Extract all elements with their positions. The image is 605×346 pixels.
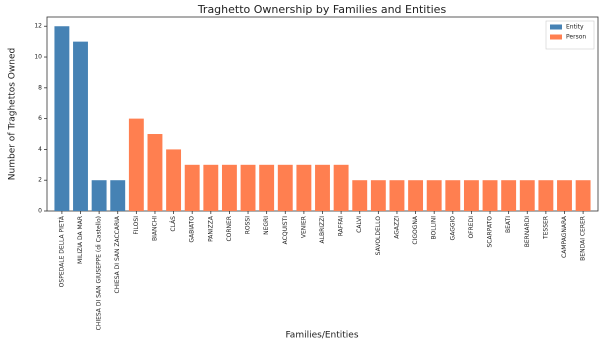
bar	[389, 180, 405, 211]
x-tick-label: ALBRIZZI	[319, 216, 326, 244]
x-tick-label: FILOSI	[133, 216, 140, 235]
bar	[519, 180, 535, 211]
x-tick-label: CIGOGNA	[412, 215, 419, 244]
x-tick-label: CALVI	[356, 216, 363, 233]
x-tick-label: MILIZIA DA MAR	[77, 216, 84, 264]
x-tick-label: GABIATO	[189, 216, 196, 243]
bar	[352, 180, 368, 211]
bar	[408, 180, 424, 211]
bar	[426, 180, 442, 211]
bar	[73, 41, 88, 212]
bar	[259, 164, 275, 211]
legend-label: Entity	[566, 24, 584, 31]
y-tick-label: 0	[38, 208, 42, 215]
bar	[482, 180, 498, 211]
y-tick-label: 6	[38, 115, 42, 122]
y-tick-label: 10	[34, 54, 42, 61]
x-tick-label: TESSER	[542, 216, 549, 240]
bar	[557, 180, 572, 211]
x-tick-label: ROSSI	[245, 216, 252, 235]
x-tick-label: CAMPAGNARA	[561, 215, 568, 258]
bar	[501, 180, 517, 211]
bar	[575, 180, 591, 211]
bar	[333, 164, 349, 211]
bar	[315, 164, 330, 211]
x-tick-label: AGAZZI	[393, 216, 400, 239]
bar	[463, 180, 479, 211]
bar	[147, 134, 163, 211]
bar	[184, 164, 200, 211]
x-tick-label: ACQUISTI	[282, 216, 289, 245]
bar	[166, 149, 182, 211]
x-tick-label: BIANCHI	[151, 216, 158, 241]
bar	[240, 164, 256, 211]
bar	[445, 180, 461, 211]
bar	[91, 180, 107, 211]
bar	[203, 164, 219, 211]
x-tick-label: BEATI	[505, 216, 512, 233]
x-tick-label: RAFFAI	[338, 216, 345, 236]
x-tick-label: OFREDI	[468, 216, 475, 239]
bar	[128, 118, 144, 211]
x-tick-label: OSPEDALE DELLA PIETÀ	[58, 215, 65, 287]
y-tick-label: 12	[34, 23, 42, 30]
bar	[277, 164, 293, 211]
x-tick-label: CLÁS	[170, 216, 177, 232]
x-tick-label: BOLLINI	[431, 216, 438, 240]
x-tick-label: GAGGIO	[449, 216, 456, 241]
x-tick-label: CHIESA DI SAN ZACCARIA	[114, 215, 121, 293]
x-tick-label: SCARPATO	[487, 216, 494, 248]
bar	[110, 180, 126, 211]
bar	[54, 26, 70, 211]
x-tick-label: BERNARDI	[524, 216, 531, 247]
legend-label: Person	[566, 34, 586, 41]
x-tick-label: CHIESA DI SAN GIUSEPPE (di Castello)	[96, 216, 103, 330]
x-tick-label: VENIER	[300, 216, 307, 238]
x-tick-label: CORNER	[226, 216, 233, 242]
bar	[538, 180, 554, 211]
x-tick-label: NEGRI	[263, 216, 270, 235]
y-tick-label: 8	[38, 84, 42, 91]
x-tick-label: PANIZZA	[207, 215, 214, 242]
y-axis-label: Number of Traghettos Owned	[8, 48, 18, 180]
x-tick-label: SAVOLDELLO	[375, 216, 382, 256]
bar	[296, 164, 312, 211]
y-tick-label: 2	[38, 177, 42, 184]
y-tick-label: 4	[38, 146, 42, 153]
legend-swatch	[550, 34, 562, 40]
x-axis-label: Families/Entities	[285, 331, 358, 341]
x-tick-label: BENDAI CERER	[580, 216, 587, 261]
chart-title: Traghetto Ownership by Families and Enti…	[197, 3, 447, 16]
bar	[221, 164, 237, 211]
legend-swatch	[550, 24, 562, 30]
bar	[370, 180, 386, 211]
